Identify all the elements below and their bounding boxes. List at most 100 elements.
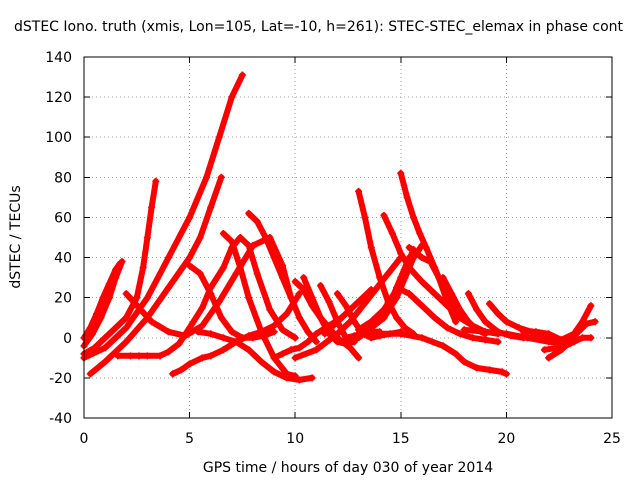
data-point: [232, 270, 240, 278]
data-point: [418, 278, 426, 286]
data-point: [122, 324, 130, 332]
data-point: [355, 187, 363, 195]
data-point: [133, 294, 141, 302]
data-point: [266, 306, 274, 314]
data-point: [346, 306, 354, 314]
data-point: [384, 270, 392, 278]
data-point: [388, 229, 396, 237]
y-tick-label: -20: [49, 371, 72, 387]
data-point: [418, 254, 426, 262]
data-point: [186, 360, 194, 368]
data-point: [469, 334, 477, 342]
data-point: [405, 244, 413, 252]
data-point: [494, 310, 502, 318]
data-point: [464, 290, 472, 298]
series-26: [405, 244, 460, 326]
data-point: [270, 368, 278, 376]
data-point: [295, 376, 303, 384]
data-point: [164, 254, 172, 262]
data-point: [228, 93, 236, 101]
data-point: [270, 354, 278, 362]
data-point: [270, 328, 278, 336]
data-point: [143, 234, 151, 241]
y-tick-label: 100: [45, 130, 72, 146]
data-point: [279, 350, 287, 358]
data-point: [333, 290, 341, 298]
data-point: [217, 173, 225, 181]
series-line: [406, 244, 459, 325]
data-point: [253, 270, 261, 278]
data-point: [93, 310, 101, 318]
data-point: [380, 211, 388, 219]
data-point: [287, 294, 295, 302]
data-point: [342, 302, 350, 310]
data-point: [101, 344, 109, 352]
data-point: [557, 346, 565, 354]
x-axis-label: GPS time / hours of day 030 of year 2014: [203, 460, 493, 476]
data-point: [198, 354, 206, 362]
data-point: [583, 320, 591, 328]
data-point: [198, 322, 206, 330]
data-point: [388, 294, 396, 302]
data-point: [219, 346, 227, 354]
data-point: [291, 354, 299, 362]
data-point: [207, 203, 215, 211]
data-point: [355, 330, 363, 338]
data-point: [397, 274, 405, 282]
series-19: [321, 286, 375, 338]
series-line: [169, 290, 303, 377]
series-line: [195, 328, 316, 383]
series-9: [194, 328, 316, 384]
data-point: [287, 346, 295, 354]
data-point: [112, 274, 120, 282]
data-point: [122, 314, 130, 322]
data-point: [143, 352, 151, 360]
series-11: [245, 209, 320, 346]
data-point: [304, 328, 312, 336]
data-point: [262, 234, 270, 241]
data-point: [591, 318, 599, 326]
data-point: [236, 264, 244, 272]
data-point: [359, 294, 367, 302]
data-point: [112, 324, 120, 332]
y-tick-label: 20: [54, 291, 72, 307]
data-point: [175, 340, 183, 348]
y-tick-label: 40: [54, 251, 72, 267]
data-point: [456, 306, 464, 314]
data-point: [515, 324, 523, 332]
data-point: [393, 284, 401, 292]
data-point: [164, 348, 172, 356]
data-point: [524, 334, 532, 342]
series-3: [80, 71, 246, 362]
data-point: [253, 217, 261, 225]
data-point: [257, 328, 265, 336]
data-point: [86, 370, 94, 378]
data-point: [122, 338, 130, 346]
data-point: [139, 264, 147, 272]
data-point: [164, 328, 172, 336]
data-point: [238, 334, 246, 342]
data-point: [114, 352, 122, 360]
series-22: [367, 254, 413, 332]
data-point: [481, 336, 489, 344]
data-point: [333, 338, 341, 346]
data-point: [279, 274, 287, 282]
x-tick-label: 20: [497, 431, 515, 447]
data-point: [361, 213, 369, 221]
data-point: [217, 314, 225, 322]
data-point: [308, 374, 316, 382]
data-point: [101, 334, 109, 342]
data-point: [148, 318, 156, 326]
data-point: [403, 193, 411, 201]
data-point: [207, 290, 215, 298]
data-point: [452, 350, 460, 358]
chart-title: dSTEC Iono. truth (xmis, Lon=105, Lat=-1…: [14, 19, 624, 35]
data-point: [376, 330, 384, 338]
series-8: [186, 262, 278, 342]
data-point: [126, 352, 134, 360]
data-point: [105, 294, 113, 302]
data-point: [291, 372, 299, 380]
data-point: [532, 328, 540, 336]
data-point: [317, 282, 325, 290]
